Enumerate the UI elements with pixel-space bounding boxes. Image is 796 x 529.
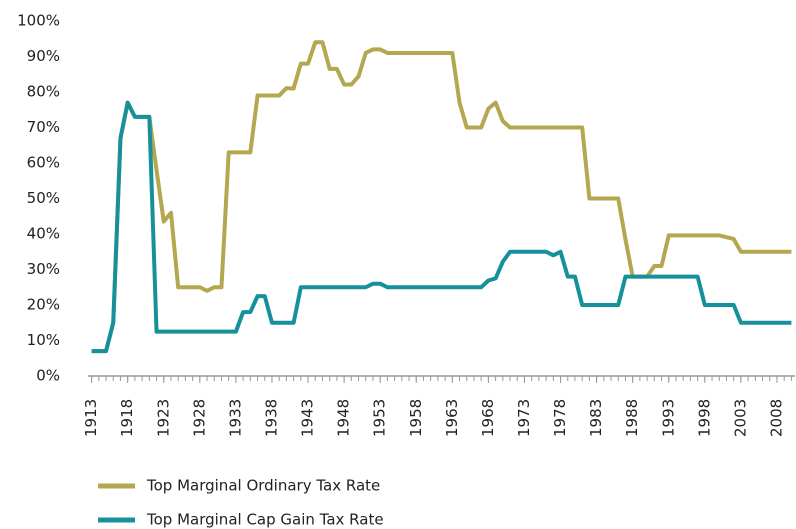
x-tick-label: 2003 [731,399,749,437]
x-tick-label: 1928 [190,399,208,437]
legend-label: Top Marginal Ordinary Tax Rate [146,477,380,495]
series-line [91,100,792,354]
y-tick-label: 100% [17,12,60,30]
y-tick-label: 30% [27,260,60,278]
y-tick-label: 10% [27,331,60,349]
x-tick-label: 1968 [479,399,497,437]
x-tick-label: 1913 [82,399,100,437]
x-tick-label: 2008 [767,399,785,437]
y-tick-label: 70% [27,118,60,136]
y-tick-label: 60% [27,154,60,172]
y-tick-label: 50% [27,189,60,207]
x-tick-label: 1973 [515,399,533,437]
y-tick-label: 80% [27,83,60,101]
x-tick-label: 1988 [623,399,641,437]
x-tick-label: 1938 [262,399,280,437]
series-line [91,40,792,354]
x-tick-label: 1923 [154,399,172,437]
y-tick-label: 0% [36,367,60,385]
y-tick-label: 40% [27,225,60,243]
x-tick-label: 1978 [551,399,569,437]
x-tick-label: 1998 [695,399,713,437]
x-tick-label: 1953 [371,399,389,437]
y-tick-label: 90% [27,47,60,65]
x-tick-label: 1943 [299,399,317,437]
x-tick-label: 1983 [587,399,605,437]
y-tick-label: 20% [27,296,60,314]
x-tick-label: 1958 [407,399,425,437]
x-tick-label: 1933 [226,399,244,437]
x-tick-label: 1918 [118,399,136,437]
x-tick-label: 1963 [443,399,461,437]
legend-label: Top Marginal Cap Gain Tax Rate [146,511,384,529]
x-tick-label: 1948 [335,399,353,437]
x-tick-label: 1993 [659,399,677,437]
